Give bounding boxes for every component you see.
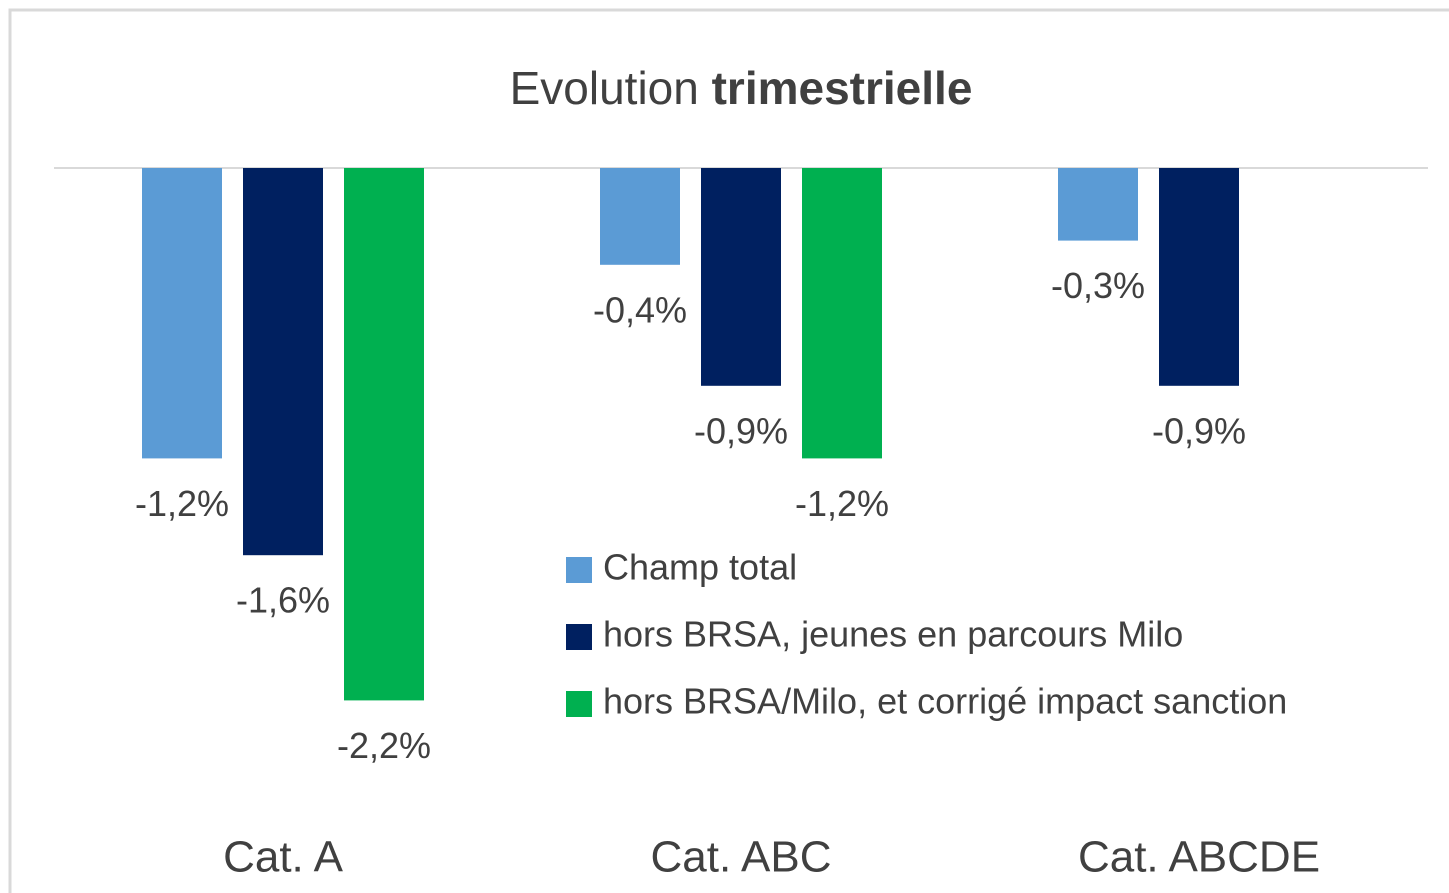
legend-label: Champ total bbox=[603, 547, 797, 588]
legend-label: hors BRSA, jeunes en parcours Milo bbox=[603, 614, 1183, 655]
bar bbox=[243, 168, 323, 556]
legend-swatch bbox=[566, 691, 592, 717]
data-label: -0,9% bbox=[1152, 410, 1246, 451]
data-label: -2,2% bbox=[337, 725, 431, 766]
title-part: Evolution bbox=[510, 62, 699, 114]
legend-label: hors BRSA/Milo, et corrigé impact sancti… bbox=[603, 681, 1287, 722]
data-label: -1,2% bbox=[135, 483, 229, 524]
bar bbox=[1159, 168, 1239, 386]
bar bbox=[802, 168, 882, 459]
data-label: -0,3% bbox=[1051, 265, 1145, 306]
legend-swatch bbox=[566, 557, 592, 583]
data-label: -1,6% bbox=[236, 580, 330, 621]
x-tick-label: Cat. ABCDE bbox=[1078, 833, 1320, 882]
data-label: -0,4% bbox=[593, 289, 687, 330]
bar bbox=[344, 168, 424, 701]
data-label: -1,2% bbox=[795, 483, 889, 524]
chart-frame bbox=[8, 8, 1449, 893]
legend-swatch bbox=[566, 624, 592, 650]
bar bbox=[142, 168, 222, 459]
bar bbox=[701, 168, 781, 386]
bar bbox=[1058, 168, 1138, 241]
chart-title: Evolution trimestrielle bbox=[510, 62, 973, 114]
x-tick-label: Cat. A bbox=[223, 833, 343, 882]
data-label: -0,9% bbox=[694, 410, 788, 451]
title-part: trimestrielle bbox=[712, 62, 973, 114]
x-tick-label: Cat. ABC bbox=[651, 833, 832, 882]
bar bbox=[600, 168, 680, 265]
